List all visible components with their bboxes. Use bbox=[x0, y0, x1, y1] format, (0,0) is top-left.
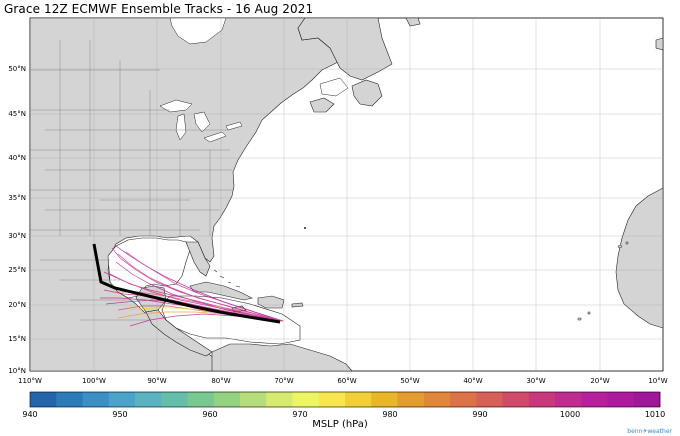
colorbar-tick: 950 bbox=[112, 410, 128, 419]
bermuda bbox=[304, 227, 306, 229]
colorbar-segment bbox=[476, 392, 503, 407]
colorbar-segment bbox=[108, 392, 136, 407]
colorbar-segment bbox=[528, 392, 556, 407]
colorbar-segment bbox=[345, 392, 372, 407]
colorbar-segment bbox=[423, 392, 451, 407]
africa bbox=[615, 187, 664, 329]
colorbar-tick: 970 bbox=[292, 410, 308, 419]
lake-huron bbox=[193, 111, 211, 133]
lon-label: 80°W bbox=[211, 377, 231, 385]
colorbar-segment bbox=[292, 392, 320, 407]
iceland-edge bbox=[655, 37, 664, 51]
colorbar-label: MSLP (hPa) bbox=[312, 419, 368, 430]
colorbar-segment bbox=[633, 392, 661, 407]
lat-label: 45°N bbox=[8, 110, 26, 118]
colorbar-segment bbox=[266, 392, 293, 407]
colorbar-segment bbox=[240, 392, 267, 407]
colorbar-segment bbox=[318, 392, 346, 407]
lon-label: 40°W bbox=[463, 377, 483, 385]
colorbar-segment bbox=[161, 392, 188, 407]
lon-label: 100°W bbox=[82, 377, 106, 385]
lon-label: 110°W bbox=[18, 377, 42, 385]
brand-logo: benn✈weather bbox=[627, 428, 672, 435]
colorbar-segment bbox=[581, 392, 608, 407]
colorbar-segment bbox=[30, 392, 57, 407]
colorbar-segment bbox=[502, 392, 530, 407]
florida bbox=[185, 241, 211, 277]
lat-label: 15°N bbox=[8, 335, 26, 343]
lake-ontario bbox=[225, 121, 243, 131]
lon-label: 50°W bbox=[400, 377, 420, 385]
colorbar-segment bbox=[213, 392, 241, 407]
lake-erie bbox=[203, 131, 227, 143]
atlantic-islands bbox=[577, 241, 629, 321]
colorbar-tick: 940 bbox=[22, 410, 38, 419]
south-america bbox=[211, 343, 353, 372]
lat-label: 50°N bbox=[8, 65, 26, 73]
lon-label: 30°W bbox=[526, 377, 546, 385]
state-borders bbox=[30, 40, 234, 321]
gulf-st-lawrence bbox=[319, 77, 349, 97]
labrador bbox=[297, 17, 393, 81]
lat-label: 40°N bbox=[8, 154, 26, 162]
lon-label: 10°W bbox=[648, 377, 668, 385]
colorbar-tick: 1010 bbox=[644, 410, 666, 419]
colorbar-segment bbox=[187, 392, 215, 407]
colorbar-tick: 1000 bbox=[559, 410, 581, 419]
ensemble-tracks bbox=[100, 245, 284, 327]
newfoundland bbox=[351, 79, 383, 107]
lat-label: 25°N bbox=[8, 266, 26, 274]
colorbar-segment bbox=[607, 392, 635, 407]
bahamas bbox=[213, 269, 241, 288]
lake-superior bbox=[159, 99, 193, 113]
lake-michigan bbox=[175, 113, 187, 141]
colorbar-tick: 980 bbox=[382, 410, 398, 419]
lon-label: 60°W bbox=[337, 377, 357, 385]
lon-label: 20°W bbox=[590, 377, 610, 385]
lat-label: 35°N bbox=[8, 194, 26, 202]
lon-label: 90°W bbox=[147, 377, 167, 385]
greenland-tip bbox=[405, 17, 421, 27]
colorbar-segment bbox=[397, 392, 425, 407]
map-title: Grace 12Z ECMWF Ensemble Tracks - 16 Aug… bbox=[4, 2, 314, 16]
colorbar-segment bbox=[135, 392, 162, 407]
colorbar-segment bbox=[371, 392, 398, 407]
lat-label: 30°N bbox=[8, 232, 26, 240]
mslp-colorbar bbox=[30, 392, 661, 407]
colorbar-segment bbox=[450, 392, 477, 407]
mean-track bbox=[92, 243, 281, 324]
nova-scotia bbox=[309, 97, 335, 113]
colorbar-segment bbox=[555, 392, 582, 407]
lat-label: 20°N bbox=[8, 301, 26, 309]
colorbar-segment bbox=[82, 392, 110, 407]
lat-label: 10°N bbox=[8, 367, 26, 375]
colorbar-frame bbox=[29, 391, 661, 408]
hudson-bay-edge bbox=[169, 17, 227, 45]
colorbar-tick: 960 bbox=[202, 410, 218, 419]
lon-label: 70°W bbox=[274, 377, 294, 385]
colorbar-tick: 990 bbox=[472, 410, 488, 419]
colorbar-segment bbox=[56, 392, 83, 407]
